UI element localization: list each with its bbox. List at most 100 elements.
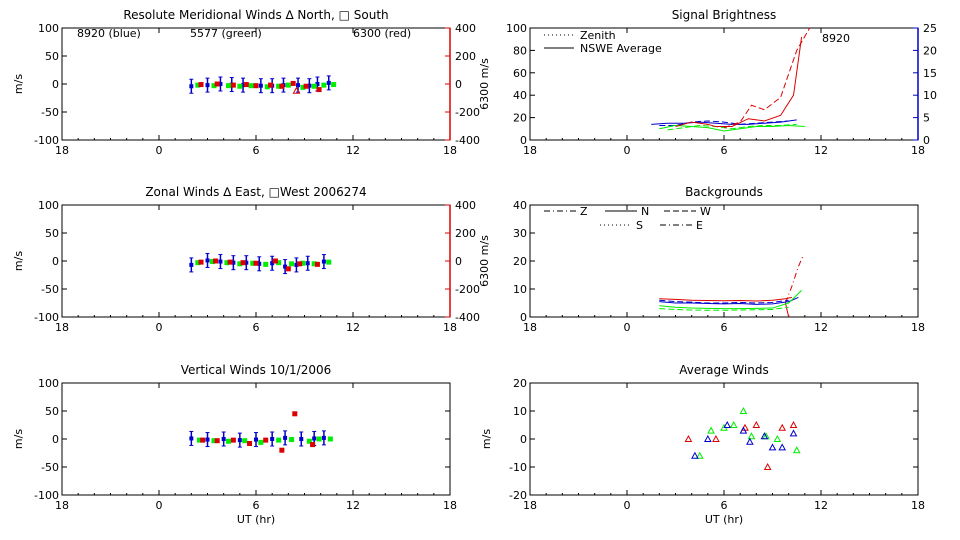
data-point xyxy=(707,426,715,434)
x-tick-label: 18 xyxy=(523,499,537,512)
data-point xyxy=(209,259,215,265)
x-tick-label: 6 xyxy=(253,144,260,157)
data-point xyxy=(248,83,254,89)
data-point xyxy=(226,83,232,89)
data-point xyxy=(310,442,316,448)
y-tick-label: -20 xyxy=(509,489,527,502)
data-point xyxy=(283,435,288,440)
x-tick-label: 0 xyxy=(624,499,631,512)
series-line xyxy=(675,36,803,128)
series-green-1 xyxy=(195,259,332,267)
data-point xyxy=(739,406,748,414)
y2-tick-label: 10 xyxy=(923,89,937,102)
data-point xyxy=(205,83,210,88)
chart-title: Resolute Meridional Winds ∆ North, □ Sou… xyxy=(123,8,388,22)
y-tick-label: -50 xyxy=(41,461,59,474)
x-tick-label: 18 xyxy=(55,144,69,157)
data-point xyxy=(789,429,798,437)
chart-title: Vertical Winds 10/1/2006 xyxy=(181,363,332,377)
data-point xyxy=(230,82,236,88)
data-point xyxy=(303,83,309,89)
data-point xyxy=(292,411,298,417)
data-point xyxy=(321,259,326,264)
data-point xyxy=(311,261,317,267)
y-axis-label: m/s xyxy=(12,429,25,449)
data-point xyxy=(279,447,285,453)
series-red-2 xyxy=(784,302,790,318)
data-point xyxy=(285,82,291,88)
data-point xyxy=(712,434,720,442)
y-tick-label: 80 xyxy=(513,44,527,57)
data-point xyxy=(276,83,282,89)
data-point xyxy=(221,437,226,441)
series-red-0 xyxy=(659,296,793,302)
data-point xyxy=(763,462,772,470)
data-point xyxy=(316,436,322,442)
series-green-1 xyxy=(195,82,337,90)
legend-label-e: E xyxy=(696,219,703,232)
series-line xyxy=(659,299,789,304)
series-line xyxy=(659,290,802,310)
y2-tick-label: 0 xyxy=(455,255,462,268)
legend-label-n: N xyxy=(641,205,649,218)
series-blue-0 xyxy=(189,75,331,94)
data-point xyxy=(263,261,269,267)
series-blue-0 xyxy=(189,430,326,448)
y-tick-label: 10 xyxy=(513,405,527,418)
data-point xyxy=(300,84,306,90)
data-point xyxy=(213,258,219,264)
data-point xyxy=(241,83,246,88)
x-tick-label: 0 xyxy=(156,144,163,157)
y-tick-label: 100 xyxy=(38,22,59,35)
data-point xyxy=(729,420,738,428)
series-red-0 xyxy=(684,420,798,470)
data-point xyxy=(321,435,326,440)
data-point xyxy=(257,261,262,266)
data-point xyxy=(231,260,236,265)
x-tick-label: 18 xyxy=(911,499,925,512)
data-point xyxy=(253,83,259,89)
data-point xyxy=(778,423,787,431)
data-point xyxy=(205,258,210,263)
series-line xyxy=(784,255,804,304)
data-point xyxy=(326,80,331,85)
x-tick-label: 12 xyxy=(814,321,828,334)
data-point xyxy=(723,420,732,428)
x-tick-label: 18 xyxy=(443,144,457,157)
data-point xyxy=(205,437,210,442)
data-point xyxy=(253,260,259,266)
series-line xyxy=(659,124,805,132)
series-blue-3 xyxy=(659,296,799,305)
y-tick-label: 0 xyxy=(520,311,527,324)
data-point xyxy=(297,261,303,267)
x-tick-label: 6 xyxy=(721,321,728,334)
data-point xyxy=(316,87,322,93)
data-point xyxy=(326,259,332,265)
series-red-2 xyxy=(198,80,322,93)
chart-title: Zonal Winds ∆ East, □West 2006274 xyxy=(145,185,366,199)
legend-label-s: S xyxy=(636,219,643,232)
data-point xyxy=(752,420,761,428)
data-point xyxy=(285,266,291,272)
data-point xyxy=(739,426,748,434)
y-tick-label: 60 xyxy=(513,67,527,80)
x-tick-label: 18 xyxy=(911,321,925,334)
y2-tick-label: 5 xyxy=(923,112,930,125)
series-blue-1 xyxy=(659,120,789,126)
annotation-red: 6300 (red) xyxy=(353,27,411,40)
data-point xyxy=(230,437,236,443)
data-point xyxy=(294,262,299,267)
x-axis-label: UT (hr) xyxy=(705,513,743,526)
data-point xyxy=(299,437,304,441)
data-point xyxy=(300,260,306,266)
series-line xyxy=(659,120,789,126)
data-point xyxy=(227,259,233,265)
series-line xyxy=(723,27,811,129)
x-tick-label: 18 xyxy=(55,499,69,512)
data-point xyxy=(258,83,263,88)
series-line xyxy=(651,119,797,125)
data-point xyxy=(258,439,264,445)
data-point xyxy=(306,438,312,444)
data-point xyxy=(200,437,206,443)
legend-label-zenith: Zenith xyxy=(580,29,616,42)
